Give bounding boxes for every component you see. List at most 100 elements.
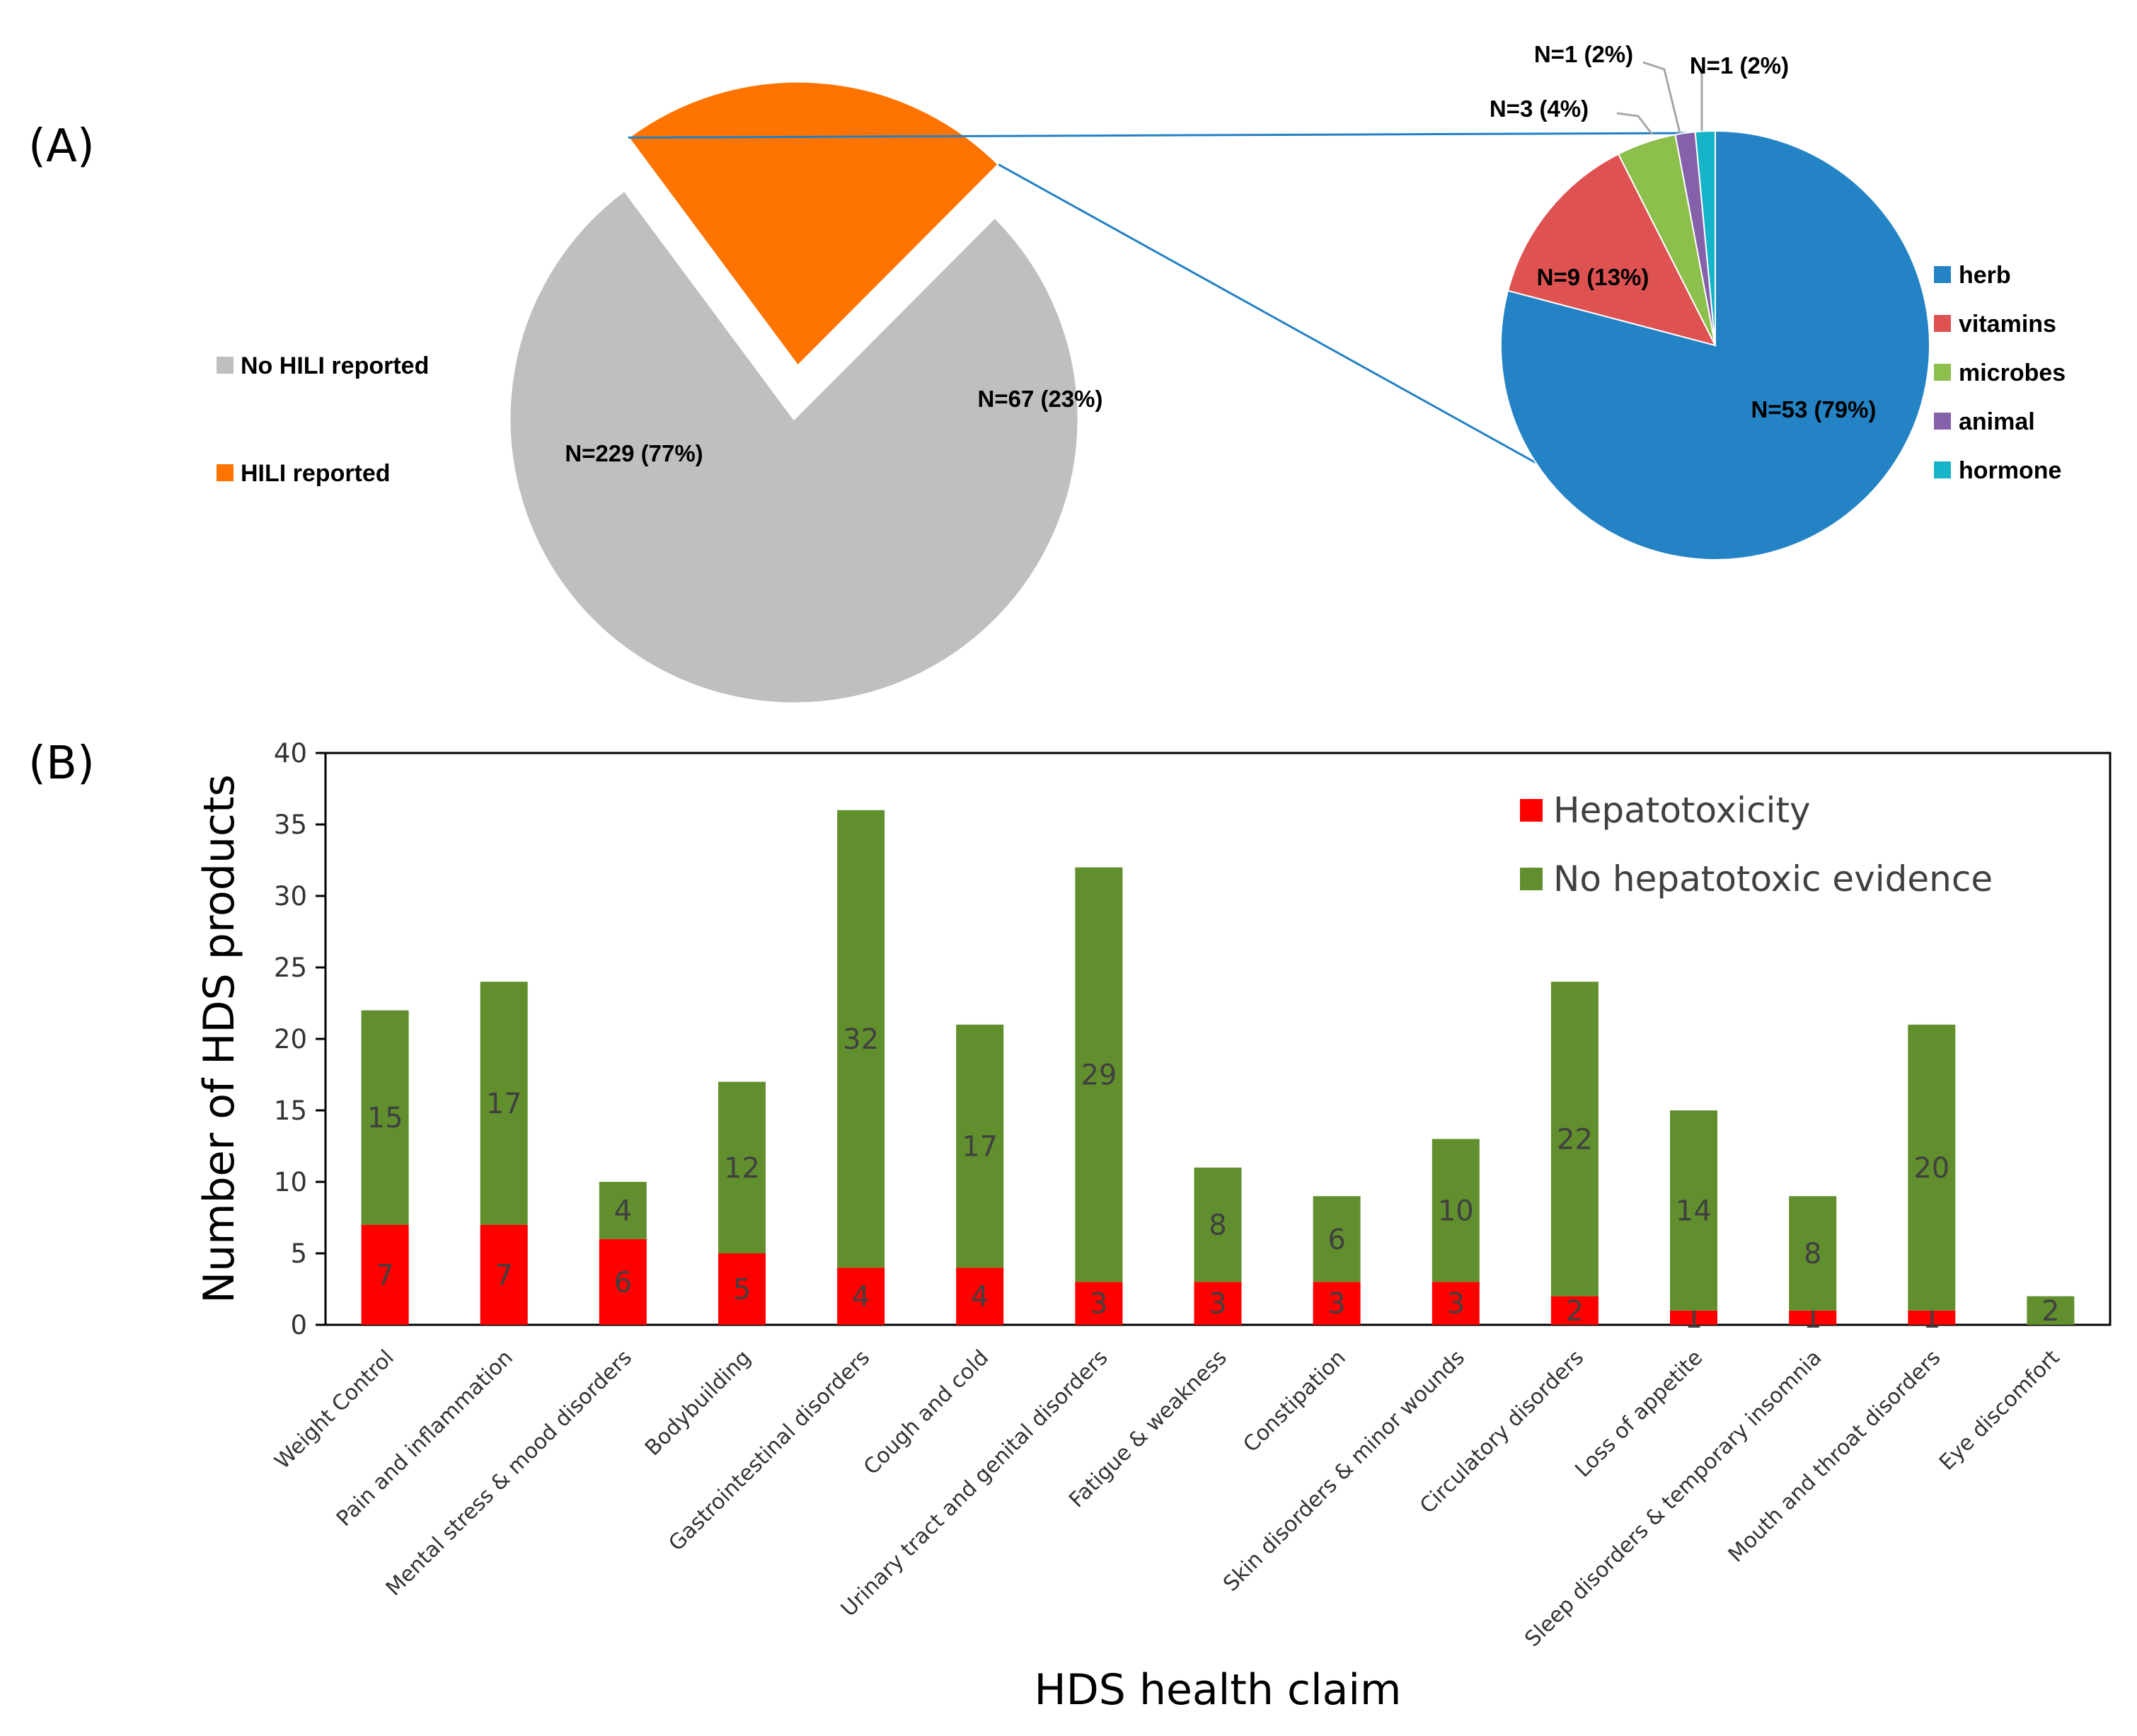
bar-segment-hepatotoxicity: [837, 1267, 885, 1325]
legend-label: HILI reported: [241, 460, 391, 487]
breakdown-leader-line-microbes: [1616, 112, 1654, 135]
breakdown-label-microbes: N=3 (4%): [1490, 96, 1589, 122]
bar-value-label: 22: [1557, 1123, 1593, 1156]
breakdown-label-vitamins: N=9 (13%): [1537, 264, 1649, 290]
bar-value-label: 7: [495, 1259, 512, 1292]
bar-segment-no-hepatotoxic-evidence: [837, 810, 885, 1268]
bar-segment-no-hepatotoxic-evidence: [361, 1010, 409, 1225]
bar-segment-no-hepatotoxic-evidence: [1075, 867, 1123, 1282]
bar-segment-hepatotoxicity: [1313, 1282, 1361, 1325]
panel-a-label: (A): [28, 120, 95, 173]
bar-segment-hepatotoxicity: [956, 1267, 1004, 1325]
legend-label-no-hepatotoxic-evidence: No hepatotoxic evidence: [1553, 858, 1993, 899]
main-pie-slice-hili: [626, 80, 1001, 368]
bar-segment-hepatotoxicity: [1789, 1310, 1837, 1325]
main-pie-chart: N=229 (77%) N=67 (23%): [508, 80, 1103, 705]
legend-label-hepatotoxicity: Hepatotoxicity: [1553, 790, 1811, 831]
bar-value-label: 32: [843, 1023, 879, 1056]
y-tick-label: 25: [274, 953, 307, 983]
bar-value-label: 3: [1447, 1288, 1465, 1321]
bar-segment-no-hepatotoxic-evidence: [956, 1024, 1004, 1268]
bar-segment-no-hepatotoxic-evidence: [480, 982, 528, 1225]
bar-segment-hepatotoxicity: [1075, 1282, 1123, 1325]
panel-a: (A) N=229 (77%) N=67 (23%) N=53 (79%) N=9 …: [28, 41, 2066, 705]
bar-segment-hepatotoxicity: [1550, 1296, 1599, 1325]
legend-swatch-microbes: [1934, 364, 1951, 381]
y-tick-label: 40: [274, 738, 307, 769]
legend-label-microbes: microbes: [1959, 360, 2066, 386]
y-axis: 0 5 10 15 20 25 30 35 40: [274, 738, 326, 1340]
bar-value-label: 2: [2041, 1295, 2059, 1328]
bar-value-label: 3: [1327, 1288, 1345, 1321]
bar-value-label: 4: [614, 1195, 632, 1227]
bar-segment-no-hepatotoxic-evidence: [1670, 1110, 1717, 1311]
y-axis-title: Number of HDS products: [195, 774, 244, 1304]
main-pie-slice-label: N=229 (77%): [565, 440, 703, 466]
bar-segment-no-hepatotoxic-evidence: [1313, 1196, 1361, 1282]
bar-segment-no-hepatotoxic-evidence: [1908, 1024, 1956, 1311]
main-pie-slice-label: N=67 (23%): [977, 386, 1102, 412]
breakdown-label-hormone: N=1 (2%): [1690, 52, 1789, 79]
legend-swatch-herb: [1934, 266, 1951, 283]
bar-value-label: 6: [1327, 1224, 1345, 1256]
breakdown-pie-legend: herb vitamins microbes animal hormone: [1934, 262, 2066, 484]
bar-value-label: 3: [1209, 1288, 1226, 1321]
main-pie-slice-no-hili: [508, 189, 1080, 705]
bar-segment-no-hepatotoxic-evidence: [599, 1182, 647, 1239]
bar-value-label: 17: [486, 1088, 522, 1120]
bar-value-label: 5: [733, 1274, 751, 1306]
bar-segment-hepatotoxicity: [718, 1253, 766, 1325]
bar-segment-hepatotoxicity: [1432, 1282, 1480, 1325]
connector-line-top: [628, 132, 1699, 139]
panel-b-label: (B): [28, 737, 95, 790]
bar-value-label: 4: [852, 1281, 870, 1314]
y-tick-label: 15: [274, 1096, 307, 1126]
bar-segment-no-hepatotoxic-evidence: [1194, 1167, 1242, 1282]
breakdown-label-herb: N=53 (79%): [1751, 396, 1876, 422]
y-tick-label: 35: [274, 810, 307, 840]
legend-label-animal: animal: [1959, 408, 2035, 435]
bar-segment-hepatotoxicity: [1670, 1310, 1717, 1325]
legend-label: No HILI reported: [241, 352, 429, 379]
breakdown-pie-slice-vitamins: [1507, 153, 1717, 347]
bar-segment-no-hepatotoxic-evidence: [718, 1081, 766, 1253]
bar-value-label: 3: [1090, 1288, 1107, 1321]
legend-swatch-hepatotoxicity: [1520, 799, 1543, 822]
legend-swatch-vitamins: [1934, 315, 1951, 332]
legend-swatch-no-hili: [217, 357, 234, 374]
breakdown-pie-slice-hormone: [1694, 130, 1716, 346]
legend-swatch-hormone: [1934, 461, 1951, 478]
bar-value-label: 10: [1438, 1195, 1474, 1227]
bar-value-label: 8: [1209, 1209, 1226, 1242]
bar-segment-hepatotoxicity: [361, 1224, 409, 1325]
bar-value-label: 4: [971, 1281, 989, 1314]
bar-segment-hepatotoxicity: [1908, 1310, 1956, 1325]
bar-segment-no-hepatotoxic-evidence: [1789, 1196, 1837, 1311]
y-tick-label: 30: [274, 881, 307, 912]
bar-segment-hepatotoxicity: [599, 1238, 647, 1325]
breakdown-label-animal: N=1 (2%): [1534, 41, 1633, 67]
legend-label-herb: herb: [1959, 262, 2011, 289]
bar-value-label: 12: [724, 1152, 760, 1185]
y-tick-label: 10: [274, 1167, 307, 1197]
bar-segment-hepatotoxicity: [1194, 1282, 1242, 1325]
bar-value-label: 14: [1676, 1195, 1712, 1227]
bar-value-label: 8: [1804, 1238, 1821, 1270]
bar-value-label: 7: [376, 1259, 393, 1292]
bar-value-label: 6: [614, 1266, 632, 1299]
legend-swatch-hili: [217, 464, 234, 481]
legend-label-vitamins: vitamins: [1959, 311, 2056, 338]
bar-value-label: 20: [1913, 1152, 1949, 1185]
breakdown-leader-line-animal: [1642, 61, 1681, 134]
breakdown-pie-slice-herb: [1500, 130, 1930, 561]
bar-legend: Hepatotoxicity No hepatotoxic evidence: [1520, 790, 1993, 899]
bar-value-label: 29: [1081, 1059, 1117, 1092]
main-pie-legend: No HILI reported HILI reported: [217, 352, 429, 487]
x-axis-title: HDS health claim: [1034, 1665, 1401, 1715]
y-tick-label: 20: [274, 1024, 307, 1054]
legend-swatch-animal: [1934, 413, 1951, 430]
bar-value-label: 17: [962, 1131, 998, 1163]
legend-swatch-no-hepatotoxic-evidence: [1520, 868, 1543, 890]
